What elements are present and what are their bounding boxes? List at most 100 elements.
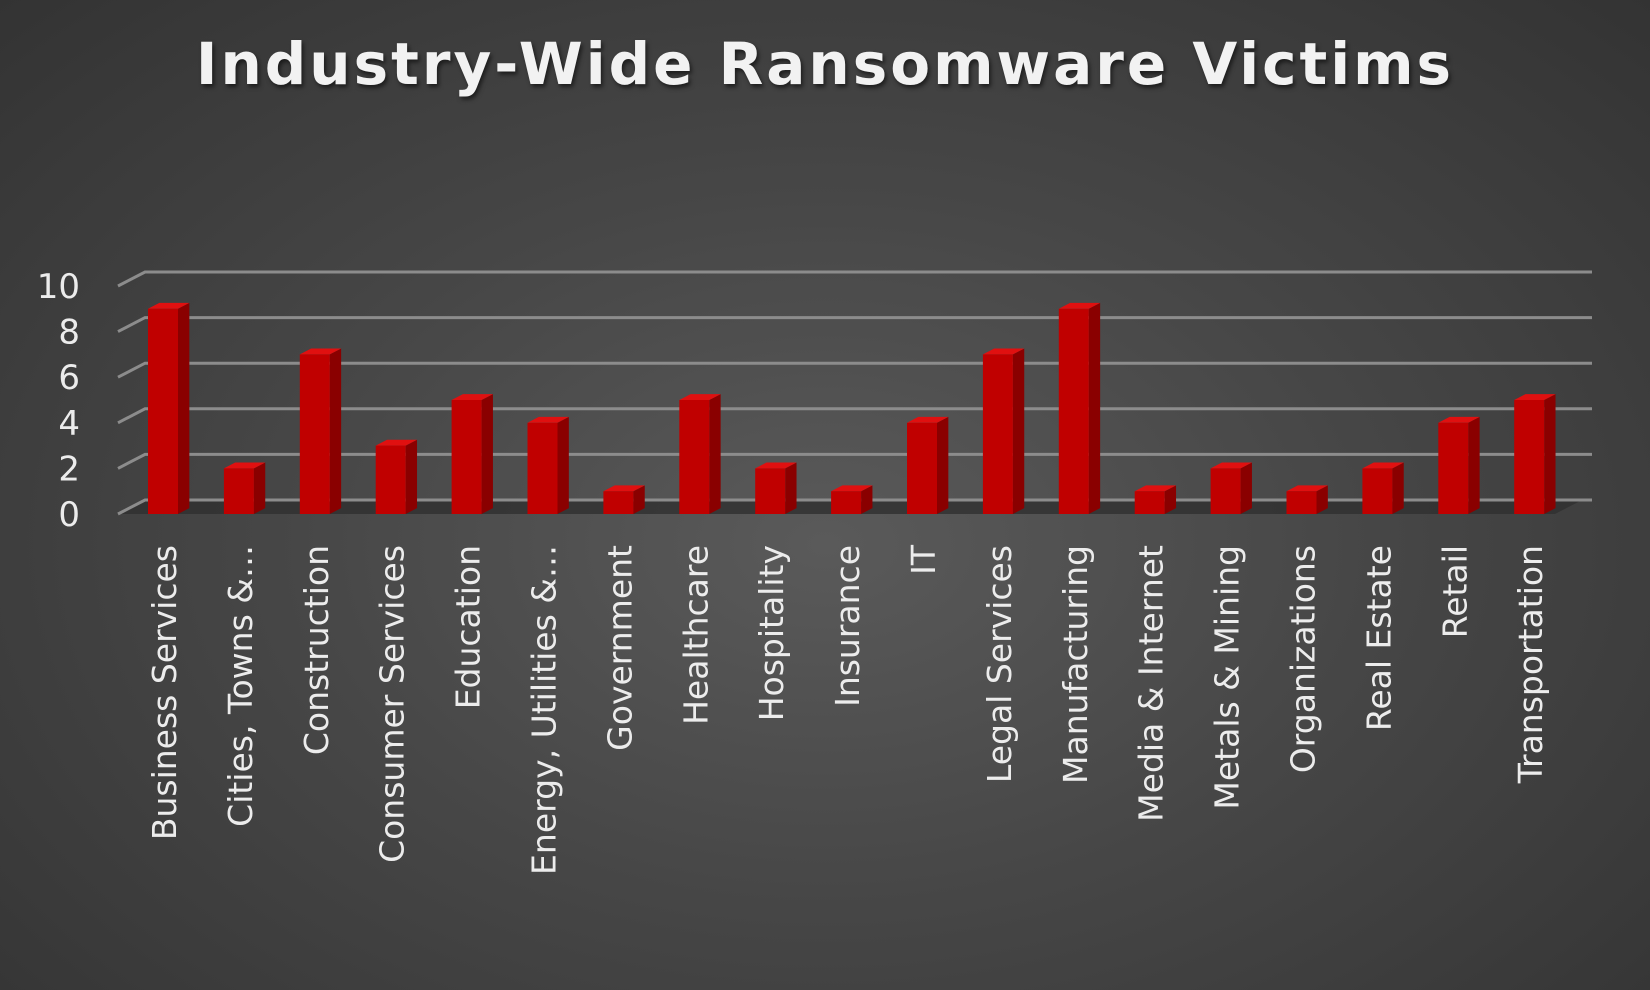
x-category-label: Energy, Utilities &… bbox=[525, 545, 564, 875]
bar-side bbox=[405, 439, 418, 514]
bar bbox=[1134, 485, 1177, 514]
x-category-label: Real Estate bbox=[1359, 545, 1398, 731]
bar-front bbox=[375, 445, 406, 514]
bar-side bbox=[709, 394, 721, 514]
bar bbox=[375, 439, 418, 514]
y-gridline bbox=[117, 498, 1592, 516]
bar-front bbox=[755, 468, 786, 514]
y-tick-label: 0 bbox=[58, 495, 80, 535]
bar-front bbox=[1514, 400, 1545, 514]
bar bbox=[451, 394, 493, 514]
bar-top bbox=[982, 348, 1025, 355]
bar-side bbox=[861, 485, 873, 514]
bar-front bbox=[907, 422, 937, 514]
x-category-label: IT bbox=[904, 544, 943, 575]
bar-side bbox=[785, 462, 797, 514]
x-category-label: Legal Services bbox=[980, 545, 1019, 783]
bar-front bbox=[451, 400, 482, 514]
bar-side bbox=[557, 416, 569, 514]
x-category-label: Retail bbox=[1435, 545, 1474, 638]
x-category-label: Cities, Towns &… bbox=[221, 545, 260, 827]
bar bbox=[148, 302, 190, 514]
x-category-label: Hospitality bbox=[752, 545, 791, 721]
bar-top bbox=[1134, 485, 1177, 492]
bar bbox=[299, 348, 342, 514]
bar-front bbox=[148, 308, 178, 514]
bar-top bbox=[1362, 462, 1404, 469]
bar-top bbox=[299, 348, 342, 355]
bar-side bbox=[1240, 462, 1252, 514]
bar-side bbox=[1012, 348, 1025, 514]
bar-side bbox=[1164, 485, 1177, 514]
bar bbox=[1286, 485, 1328, 514]
bar bbox=[907, 416, 949, 514]
x-category-label: Media & Internet bbox=[1132, 545, 1171, 822]
y-tick-label: 8 bbox=[58, 313, 80, 353]
bar-top bbox=[1438, 416, 1480, 423]
bar-side bbox=[178, 302, 190, 514]
bar bbox=[1514, 394, 1556, 514]
bar-top bbox=[223, 462, 266, 469]
x-category-label: Organizations bbox=[1284, 545, 1323, 773]
y-gridline bbox=[117, 407, 1592, 425]
bar-side bbox=[1544, 394, 1556, 514]
y-tick-label: 6 bbox=[58, 358, 80, 398]
y-gridline bbox=[117, 270, 1592, 288]
bar-front bbox=[1134, 491, 1165, 514]
bar-front bbox=[982, 354, 1013, 514]
bar-top bbox=[375, 439, 418, 446]
bar-top bbox=[1514, 394, 1556, 400]
bar-top bbox=[603, 485, 645, 492]
y-tick-label: 10 bbox=[37, 267, 80, 307]
chart-title: Industry-Wide Ransomware Victims bbox=[195, 30, 1455, 98]
x-category-label: Construction bbox=[297, 545, 336, 755]
bar-front bbox=[1210, 468, 1241, 514]
bar-top bbox=[755, 462, 797, 469]
bar-front bbox=[223, 468, 254, 514]
x-category-label: Transportation bbox=[1511, 545, 1550, 784]
bar-side bbox=[1088, 302, 1101, 514]
y-tick-label: 2 bbox=[58, 449, 80, 489]
bar-top bbox=[1210, 462, 1252, 469]
bar-side bbox=[481, 394, 493, 514]
bar-top bbox=[831, 485, 873, 492]
bar-front bbox=[831, 491, 862, 514]
bar-top bbox=[527, 416, 569, 423]
bar bbox=[755, 462, 797, 514]
bar-side bbox=[633, 485, 645, 514]
bar-top bbox=[148, 302, 190, 309]
x-category-label: Metals & Mining bbox=[1208, 545, 1247, 810]
bar-side bbox=[1316, 485, 1328, 514]
x-category-label: Insurance bbox=[828, 545, 867, 707]
bar-front bbox=[679, 400, 710, 514]
x-category-label: Government bbox=[600, 545, 639, 751]
bar bbox=[1362, 462, 1404, 514]
bar bbox=[1438, 416, 1480, 514]
bar-top bbox=[907, 416, 949, 423]
bar-front bbox=[1058, 308, 1089, 514]
bar-front bbox=[527, 422, 558, 514]
y-gridline bbox=[117, 452, 1592, 470]
x-category-label: Healthcare bbox=[676, 545, 715, 725]
bar-side bbox=[329, 348, 342, 514]
y-gridline bbox=[117, 361, 1592, 379]
x-category-label: Education bbox=[449, 545, 488, 709]
bar-top bbox=[1058, 302, 1101, 309]
bar bbox=[223, 462, 266, 514]
x-category-label: Manufacturing bbox=[1056, 545, 1095, 784]
bar-front bbox=[603, 491, 634, 514]
bar bbox=[831, 485, 873, 514]
bar-side bbox=[937, 416, 949, 514]
bar-top bbox=[679, 394, 721, 400]
bar bbox=[982, 348, 1025, 514]
bar-top bbox=[451, 394, 493, 400]
bar-side bbox=[1392, 462, 1404, 514]
bar-front bbox=[1362, 468, 1393, 514]
bar-front bbox=[1286, 491, 1317, 514]
bar bbox=[1058, 302, 1101, 514]
x-category-label: Consumer Services bbox=[373, 545, 412, 863]
x-category-label: Business Services bbox=[145, 545, 184, 840]
bar bbox=[603, 485, 645, 514]
